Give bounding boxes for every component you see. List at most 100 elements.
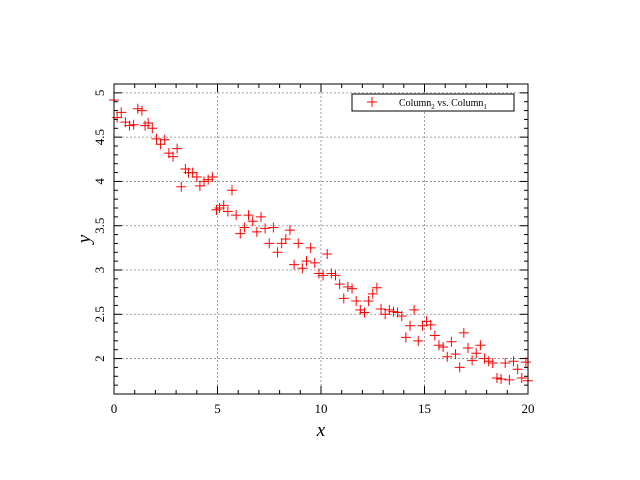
data-point <box>520 357 531 368</box>
data-point <box>243 210 254 221</box>
plot-frame <box>113 83 529 395</box>
data-point <box>272 247 283 258</box>
data-point <box>155 139 166 150</box>
data-point <box>330 270 341 281</box>
data-point <box>504 374 515 385</box>
data-point <box>116 107 127 118</box>
y-tick-label: 5 <box>92 90 107 97</box>
data-point <box>239 222 250 233</box>
data-point <box>203 174 214 185</box>
y-axis-label: y <box>74 234 95 245</box>
data-point <box>475 340 486 351</box>
data-point <box>433 340 444 351</box>
data-point <box>218 200 229 211</box>
data-point <box>132 103 143 114</box>
data-point <box>342 281 353 292</box>
data-point <box>280 234 291 244</box>
data-point <box>467 355 478 366</box>
data-point <box>388 306 399 317</box>
data-point <box>471 348 482 359</box>
data-point <box>147 123 158 134</box>
y-tick-label: 2.5 <box>92 306 107 322</box>
data-point <box>136 105 147 116</box>
data-point <box>214 203 225 213</box>
data-point <box>446 336 457 347</box>
data-point <box>226 185 237 196</box>
data-point <box>347 283 358 294</box>
y-tick-label: 3.5 <box>92 218 107 234</box>
data-point <box>191 172 202 182</box>
data-point <box>458 327 469 338</box>
data-point <box>508 356 519 367</box>
data-point <box>251 226 262 237</box>
data-point <box>376 303 387 314</box>
data-point <box>128 119 139 130</box>
data-point <box>235 228 246 239</box>
y-tick-label: 4 <box>92 178 107 185</box>
legend: Column2 vs. Column1 <box>351 93 515 112</box>
grid-lines <box>114 84 528 394</box>
data-point <box>479 353 490 364</box>
legend-label-main: Column <box>399 98 431 109</box>
data-point <box>326 268 337 279</box>
x-tick-label: 20 <box>522 401 535 416</box>
data-point <box>454 362 465 373</box>
y-tick-labels: 2 2.5 3 3.5 4 4.5 5 <box>92 90 107 362</box>
legend-label: Column2 vs. Column1 <box>399 98 487 111</box>
data-point <box>367 288 378 299</box>
data-point <box>405 320 416 331</box>
data-point <box>167 151 178 162</box>
data-point <box>500 358 511 368</box>
data-point <box>293 238 304 249</box>
data-point <box>363 296 374 306</box>
y-tick-label: 2 <box>92 355 107 362</box>
data-point <box>187 167 198 178</box>
x-tick-labels: 0 5 10 15 20 <box>111 401 535 416</box>
data-point <box>289 259 300 270</box>
data-point <box>462 342 473 353</box>
data-point <box>380 309 391 320</box>
data-point <box>512 364 523 375</box>
x-tick-label: 5 <box>214 401 221 416</box>
data-point <box>355 304 366 315</box>
legend-label-vs: vs. Column <box>435 98 484 109</box>
data-point <box>413 335 424 346</box>
data-point <box>305 242 316 253</box>
data-point <box>260 223 271 234</box>
data-point <box>450 349 461 360</box>
data-point <box>496 373 507 384</box>
data-point <box>516 373 527 384</box>
data-point <box>231 210 242 221</box>
data-point <box>351 296 362 306</box>
data-point <box>396 311 407 322</box>
legend-marker <box>367 97 377 107</box>
data-point <box>222 206 233 217</box>
data-point <box>172 143 183 154</box>
data-point <box>207 172 218 182</box>
legend-label-sub1: 2 <box>431 103 435 111</box>
data-point <box>425 319 436 330</box>
y-tick-label: 3 <box>92 267 107 274</box>
legend-cross-marker <box>367 97 377 107</box>
data-point <box>176 181 187 192</box>
legend-label-sub2: 1 <box>483 103 487 111</box>
data-point <box>151 133 162 144</box>
data-point <box>359 307 370 318</box>
x-tick-label: 0 <box>111 401 118 416</box>
data-point <box>194 180 205 191</box>
data-point <box>313 268 324 279</box>
data-point <box>309 257 320 268</box>
x-axis-label: x <box>316 420 326 441</box>
x-tick-label: 10 <box>315 401 328 416</box>
data-point <box>483 356 494 367</box>
data-point <box>276 238 287 249</box>
data-point <box>338 293 349 304</box>
data-point <box>371 282 382 293</box>
data-point <box>409 304 420 315</box>
data-point <box>297 263 308 274</box>
data-point <box>438 342 449 353</box>
data-point <box>301 256 312 267</box>
data-point <box>400 332 411 343</box>
